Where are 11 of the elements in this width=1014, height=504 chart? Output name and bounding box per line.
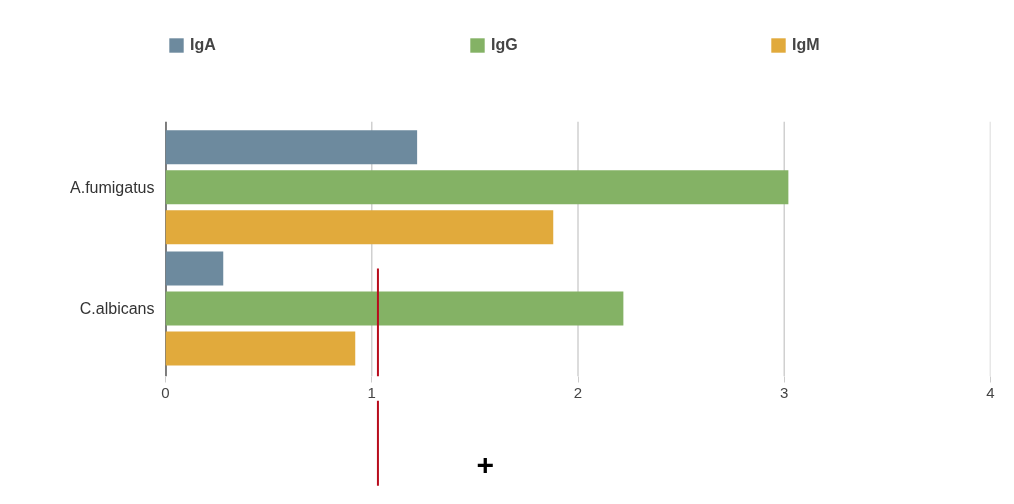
x-tick-label: 4 bbox=[986, 383, 995, 401]
legend-label: IgM bbox=[792, 36, 821, 54]
x-tick-label: 1 bbox=[367, 383, 376, 401]
legend-label: IgA bbox=[190, 36, 217, 54]
x-tick-label: 2 bbox=[573, 383, 583, 401]
text: + bbox=[476, 447, 494, 481]
y-tick-label: A.fumigatus bbox=[70, 178, 155, 196]
x-tick-label: 3 bbox=[780, 383, 789, 401]
legend-label: IgG bbox=[491, 36, 519, 54]
y-tick-label: C.albicans bbox=[79, 300, 155, 318]
x-tick-label: 0 bbox=[161, 383, 170, 401]
